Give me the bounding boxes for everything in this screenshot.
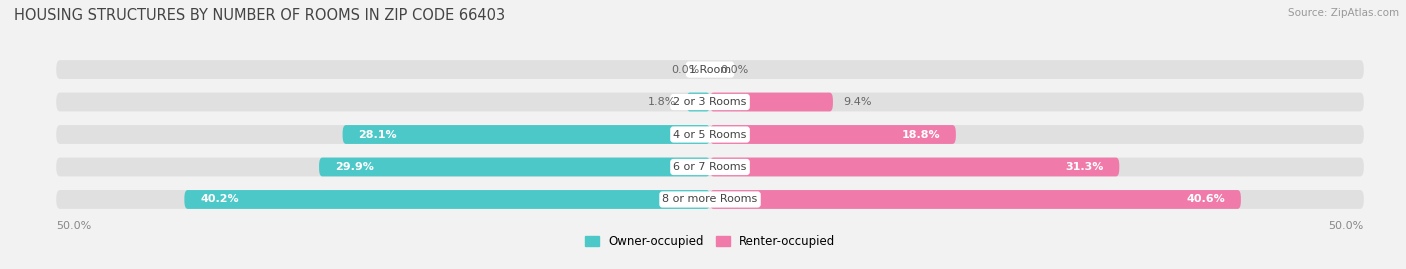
Text: 40.2%: 40.2% bbox=[200, 194, 239, 204]
Text: 18.8%: 18.8% bbox=[901, 129, 941, 140]
Text: 50.0%: 50.0% bbox=[1329, 221, 1364, 231]
FancyBboxPatch shape bbox=[56, 158, 1364, 176]
Text: 50.0%: 50.0% bbox=[56, 221, 91, 231]
FancyBboxPatch shape bbox=[184, 190, 710, 209]
Text: 40.6%: 40.6% bbox=[1187, 194, 1225, 204]
Text: 1.8%: 1.8% bbox=[648, 97, 676, 107]
Text: 2 or 3 Rooms: 2 or 3 Rooms bbox=[673, 97, 747, 107]
Text: 0.0%: 0.0% bbox=[671, 65, 700, 75]
FancyBboxPatch shape bbox=[56, 190, 1364, 209]
Text: 6 or 7 Rooms: 6 or 7 Rooms bbox=[673, 162, 747, 172]
FancyBboxPatch shape bbox=[56, 93, 1364, 111]
Text: 4 or 5 Rooms: 4 or 5 Rooms bbox=[673, 129, 747, 140]
FancyBboxPatch shape bbox=[710, 190, 1241, 209]
FancyBboxPatch shape bbox=[319, 158, 710, 176]
Text: HOUSING STRUCTURES BY NUMBER OF ROOMS IN ZIP CODE 66403: HOUSING STRUCTURES BY NUMBER OF ROOMS IN… bbox=[14, 8, 505, 23]
Text: Source: ZipAtlas.com: Source: ZipAtlas.com bbox=[1288, 8, 1399, 18]
Text: 1 Room: 1 Room bbox=[689, 65, 731, 75]
Text: 8 or more Rooms: 8 or more Rooms bbox=[662, 194, 758, 204]
FancyBboxPatch shape bbox=[56, 125, 1364, 144]
FancyBboxPatch shape bbox=[710, 93, 832, 111]
Legend: Owner-occupied, Renter-occupied: Owner-occupied, Renter-occupied bbox=[579, 230, 841, 253]
FancyBboxPatch shape bbox=[710, 158, 1119, 176]
FancyBboxPatch shape bbox=[710, 125, 956, 144]
Text: 0.0%: 0.0% bbox=[720, 65, 749, 75]
FancyBboxPatch shape bbox=[686, 93, 710, 111]
Text: 29.9%: 29.9% bbox=[335, 162, 374, 172]
Text: 9.4%: 9.4% bbox=[844, 97, 872, 107]
FancyBboxPatch shape bbox=[343, 125, 710, 144]
FancyBboxPatch shape bbox=[56, 60, 1364, 79]
Text: 28.1%: 28.1% bbox=[359, 129, 396, 140]
Text: 31.3%: 31.3% bbox=[1066, 162, 1104, 172]
